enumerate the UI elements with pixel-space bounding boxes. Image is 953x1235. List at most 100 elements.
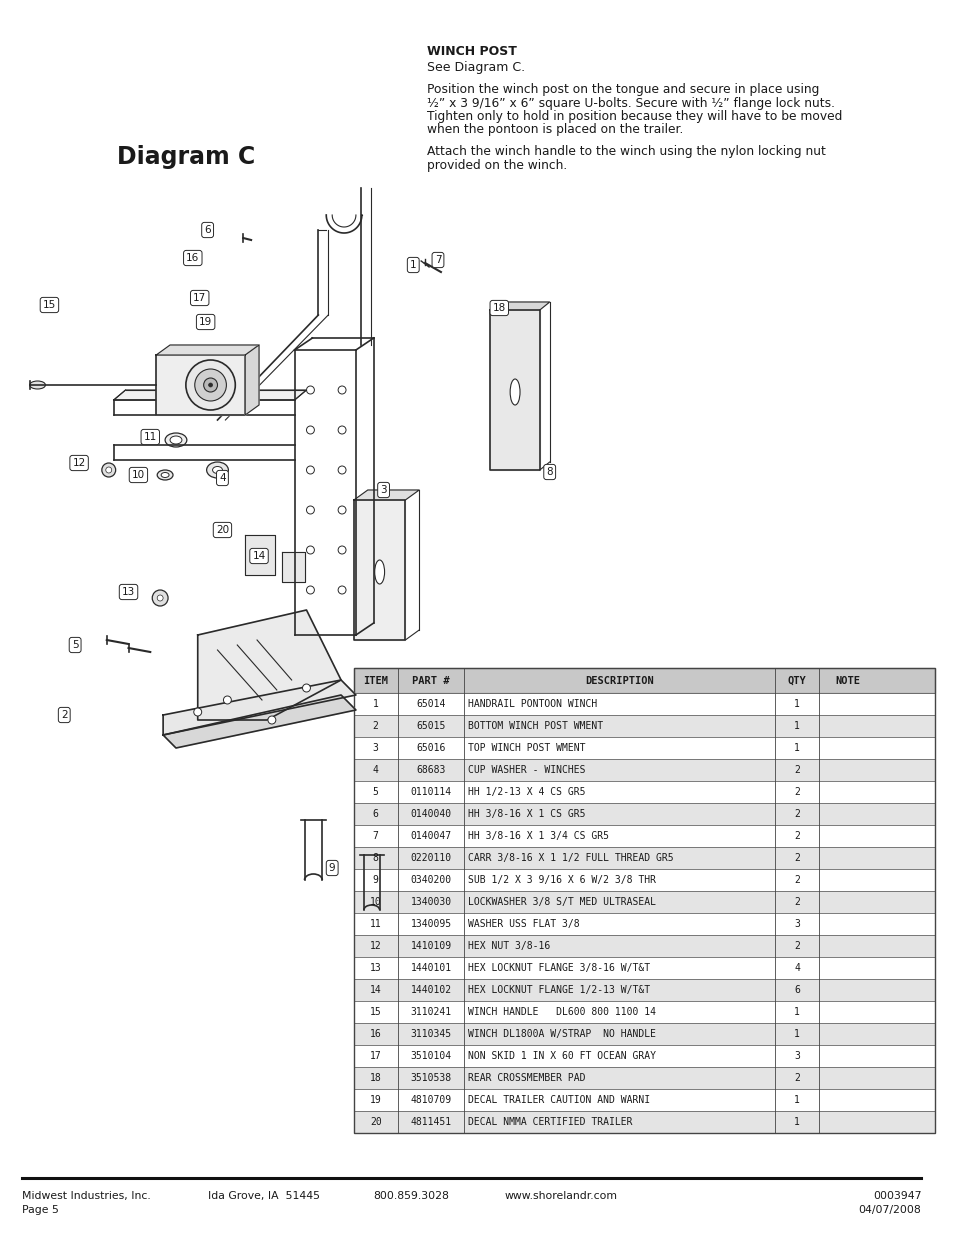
Text: 65014: 65014 [416,699,445,709]
Text: HEX LOCKNUT FLANGE 3/8-16 W/T&T: HEX LOCKNUT FLANGE 3/8-16 W/T&T [468,963,650,973]
Text: 4: 4 [219,473,226,483]
Polygon shape [281,552,304,582]
Text: HH 3/8-16 X 1 CS GR5: HH 3/8-16 X 1 CS GR5 [468,809,585,819]
Polygon shape [354,490,418,500]
Text: See Diagram C.: See Diagram C. [427,61,525,74]
Polygon shape [163,695,355,748]
Text: NOTE: NOTE [835,676,860,685]
Text: Attach the winch handle to the winch using the nylon locking nut: Attach the winch handle to the winch usi… [427,144,825,158]
Circle shape [152,590,168,606]
Bar [354,1089,934,1112]
Text: 2: 2 [794,876,800,885]
Text: Page 5: Page 5 [22,1205,58,1215]
Text: provided on the winch.: provided on the winch. [427,158,567,172]
Bar [354,668,934,1132]
Text: 9: 9 [373,876,378,885]
Text: 5: 5 [71,640,78,650]
Polygon shape [354,500,405,640]
Bar [354,693,934,715]
Text: DESCRIPTION: DESCRIPTION [585,676,654,685]
Bar [354,1112,934,1132]
Text: DECAL NMMA CERTIFIED TRAILER: DECAL NMMA CERTIFIED TRAILER [468,1116,632,1128]
Text: 2: 2 [794,1073,800,1083]
Bar [354,668,934,693]
Text: 16: 16 [186,253,199,263]
Text: 4: 4 [794,963,800,973]
Text: 1: 1 [794,1116,800,1128]
Bar [354,825,934,847]
Text: 2: 2 [794,809,800,819]
Text: 10: 10 [132,471,145,480]
Bar [354,715,934,737]
Text: 0220110: 0220110 [410,853,451,863]
Text: 3: 3 [794,1051,800,1061]
Text: REAR CROSSMEMBER PAD: REAR CROSSMEMBER PAD [468,1073,585,1083]
Circle shape [302,684,310,692]
Text: 2: 2 [373,721,378,731]
Text: HANDRAIL PONTOON WINCH: HANDRAIL PONTOON WINCH [468,699,597,709]
Text: Midwest Industries, Inc.: Midwest Industries, Inc. [22,1191,151,1200]
Text: 2: 2 [794,831,800,841]
Text: 1: 1 [794,1029,800,1039]
Bar [354,890,934,913]
Text: 2: 2 [794,853,800,863]
Text: 0003947: 0003947 [872,1191,921,1200]
Text: 2: 2 [794,787,800,797]
Text: when the pontoon is placed on the trailer.: when the pontoon is placed on the traile… [427,124,682,137]
Text: 10: 10 [370,897,381,906]
Polygon shape [197,610,341,720]
Text: 9: 9 [329,863,335,873]
Text: DECAL TRAILER CAUTION AND WARNI: DECAL TRAILER CAUTION AND WARNI [468,1095,650,1105]
Text: 0340200: 0340200 [410,876,451,885]
Text: 15: 15 [370,1007,381,1016]
Text: 4: 4 [373,764,378,776]
Bar [354,957,934,979]
Ellipse shape [161,473,169,478]
Text: TOP WINCH POST WMENT: TOP WINCH POST WMENT [468,743,585,753]
Text: 1410109: 1410109 [410,941,451,951]
Text: Diagram C: Diagram C [116,144,254,169]
Text: 11: 11 [144,432,156,442]
Text: NON SKID 1 IN X 60 FT OCEAN GRAY: NON SKID 1 IN X 60 FT OCEAN GRAY [468,1051,656,1061]
Ellipse shape [375,559,384,584]
Circle shape [337,466,346,474]
Text: QTY: QTY [787,676,805,685]
Text: 1: 1 [794,699,800,709]
Bar [354,1067,934,1089]
Polygon shape [490,310,539,471]
Text: WINCH HANDLE   DL600 800 1100 14: WINCH HANDLE DL600 800 1100 14 [468,1007,656,1016]
Text: 2: 2 [794,941,800,951]
Text: 1: 1 [373,699,378,709]
Text: WINCH POST: WINCH POST [427,44,517,58]
Text: 0110114: 0110114 [410,787,451,797]
Text: 0140047: 0140047 [410,831,451,841]
Text: 18: 18 [370,1073,381,1083]
Bar [354,913,934,935]
Polygon shape [163,680,355,735]
Circle shape [106,467,112,473]
Text: Tighten only to hold in position because they will have to be moved: Tighten only to hold in position because… [427,110,841,124]
Polygon shape [156,354,245,415]
Ellipse shape [157,471,172,480]
Text: 1340030: 1340030 [410,897,451,906]
Text: 19: 19 [199,317,212,327]
Text: ITEM: ITEM [363,676,388,685]
Text: 3110241: 3110241 [410,1007,451,1016]
Text: CUP WASHER - WINCHES: CUP WASHER - WINCHES [468,764,585,776]
Text: 3: 3 [380,485,387,495]
Text: 1440101: 1440101 [410,963,451,973]
Text: CARR 3/8-16 X 1 1/2 FULL THREAD GR5: CARR 3/8-16 X 1 1/2 FULL THREAD GR5 [468,853,673,863]
Ellipse shape [357,519,365,541]
Text: 800.859.3028: 800.859.3028 [374,1191,449,1200]
Text: 0140040: 0140040 [410,809,451,819]
Ellipse shape [30,382,46,389]
Text: 20: 20 [370,1116,381,1128]
Text: PART #: PART # [412,676,449,685]
Bar [354,1002,934,1023]
Text: 4810709: 4810709 [410,1095,451,1105]
Text: 11: 11 [370,919,381,929]
Text: 12: 12 [370,941,381,951]
Text: 65016: 65016 [416,743,445,753]
Text: 2: 2 [794,897,800,906]
Text: 16: 16 [370,1029,381,1039]
